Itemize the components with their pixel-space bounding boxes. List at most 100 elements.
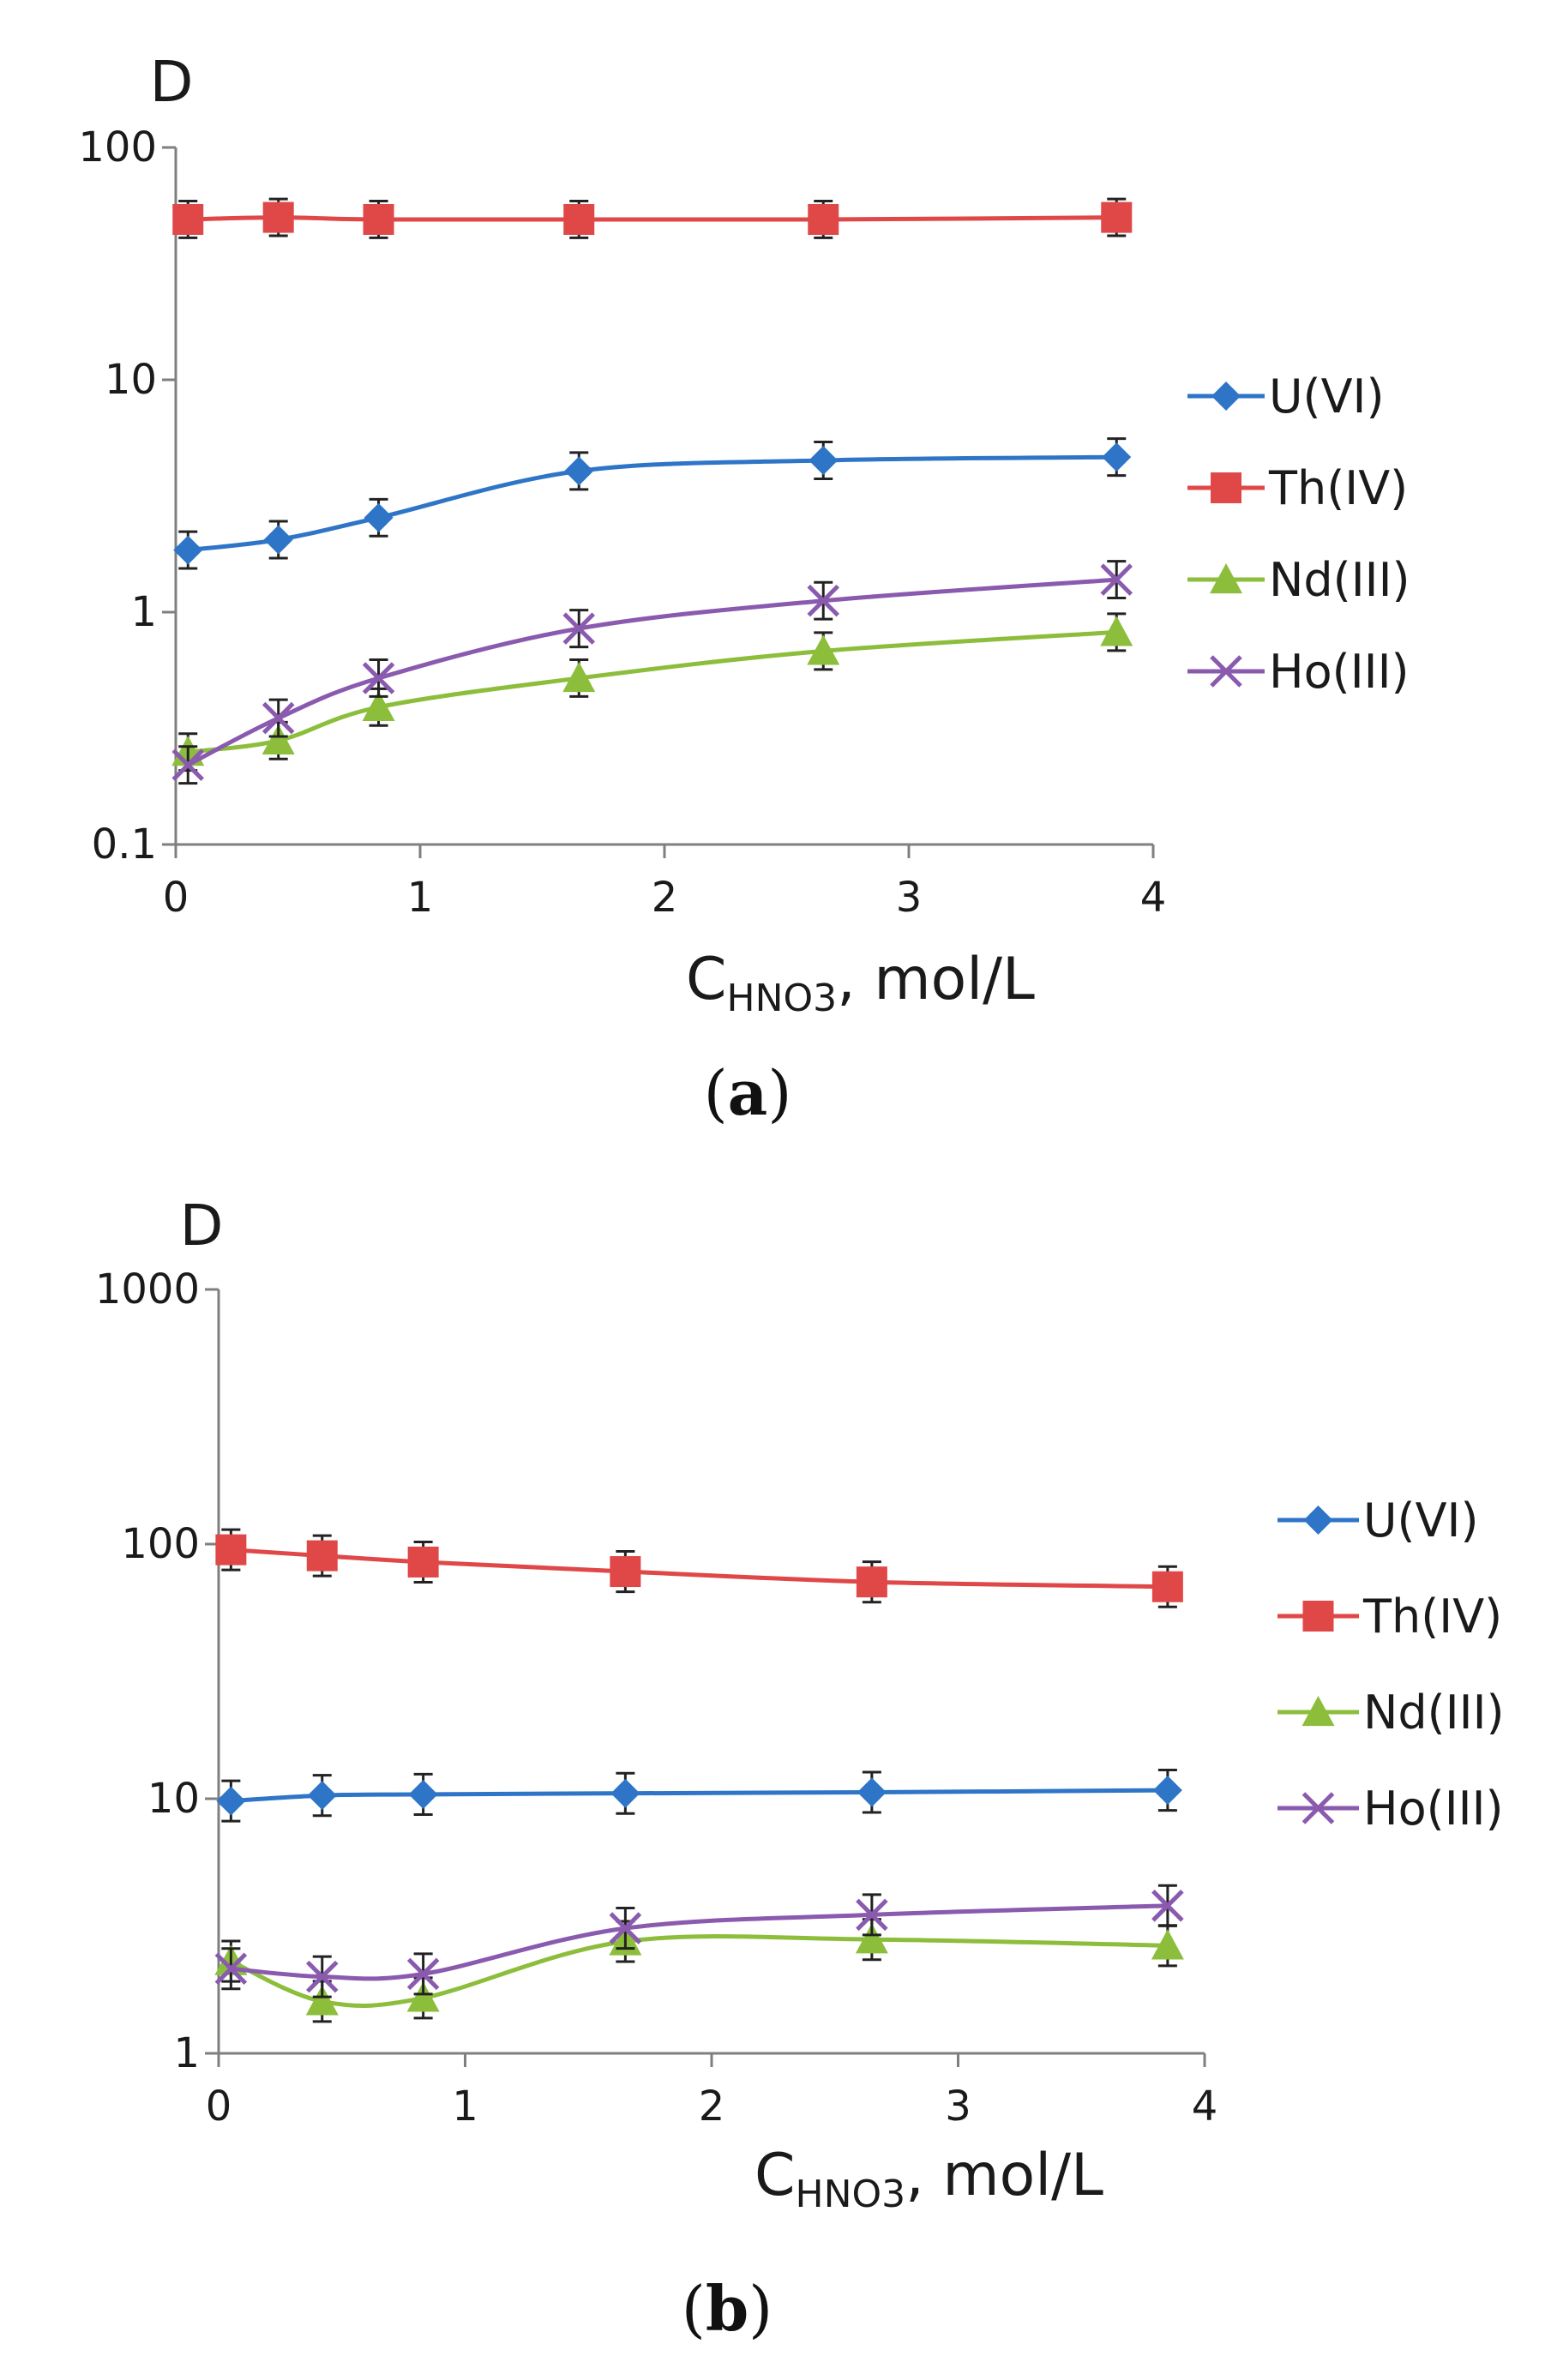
data-point [305,1960,339,1993]
legend-marker [1302,1601,1334,1632]
y-tick-label: 1 [130,588,157,636]
panel-label: (a) [704,1056,792,1129]
x-tick-label: 1 [407,874,434,922]
x-axis-label: CHNO3, mol/L [686,946,1035,1020]
x-tick-label: 1 [452,2082,478,2131]
series-hoiii [214,1884,1184,1998]
legend-marker [1210,563,1242,594]
data-point [262,701,295,735]
data-point [1100,563,1133,596]
x-tick-label: 0 [206,2082,232,2131]
series-ndiii [171,612,1133,772]
legend-label: Nd(III) [1363,1686,1505,1740]
legend-label: Nd(III) [1269,553,1410,607]
data-point [1151,1571,1183,1602]
series-line [187,454,1117,553]
data-point [1101,201,1133,233]
data-point [172,203,204,235]
data-point [1100,616,1133,646]
series-line [231,1788,1168,1804]
series-ndiii [214,1918,1184,2023]
x-tick-label: 2 [652,874,678,922]
series-uvi [173,437,1132,570]
data-point [406,1981,440,2012]
data-point [406,1957,440,1991]
legend-label: Ho(III) [1269,645,1410,699]
data-point [855,1923,888,1954]
data-point [857,1777,887,1807]
x-axis-label-main: C [754,2142,795,2209]
legend-label: Ho(III) [1363,1782,1504,1836]
data-point [610,1556,641,1588]
y-tick-label: 0.1 [92,820,157,868]
series-uvi [216,1769,1182,1823]
data-point [562,612,596,645]
legend-marker [1303,1506,1333,1535]
panel-label-close: ) [748,2273,772,2345]
data-point [305,1985,339,2016]
data-point [307,1781,337,1811]
legend-marker [1302,1696,1335,1727]
x-tick-label: 3 [945,2082,971,2131]
panel-label-close: ) [767,1057,791,1129]
x-tick-label: 3 [896,874,923,922]
y-axis-label: D [180,1193,224,1259]
panel-label-open: ( [704,1057,728,1129]
data-point [609,1912,642,1944]
data-point [808,203,839,235]
chart-panel-a: 0.1 1 10 100 0 1 2 3 4 D CHNO3, mol/L U(VI) Th(IV) Nd… [78,49,1410,1129]
data-point [306,1540,338,1572]
x-axis-label-subscript: HNO3 [795,2173,905,2216]
y-tick-label: 1000 [95,1265,200,1313]
y-tick-label: 10 [147,1775,200,1823]
panel-label: (b) [682,2272,773,2345]
y-axis-label: D [150,49,194,115]
data-point [262,724,295,754]
legend-label: U(VI) [1269,370,1385,424]
data-point [856,1898,888,1932]
x-tick-label: 4 [1192,2082,1218,2131]
data-point [363,203,394,235]
x-axis-label-units: , mol/L [905,2142,1103,2209]
data-point [173,535,203,565]
y-tick-label: 100 [121,1520,200,1568]
data-point [362,662,395,694]
x-axis-label: CHNO3, mol/L [754,2142,1103,2216]
y-tick-label: 10 [105,356,157,404]
data-point [171,748,205,781]
legend-marker [1210,655,1242,688]
series-line [231,1548,1168,1590]
data-point [610,1778,640,1808]
data-point [856,1566,887,1598]
data-point [262,201,294,233]
data-point [807,584,840,617]
series-thiv [172,197,1133,239]
legend-label: Th(IV) [1268,461,1408,515]
x-tick-label: 4 [1140,874,1167,922]
y-tick-label: 1 [173,2029,200,2077]
data-point [564,456,594,486]
data-point [214,1952,248,1986]
legend-label: U(VI) [1363,1494,1479,1548]
legend-marker [1302,1792,1335,1824]
data-point [407,1546,439,1578]
legend-label: Th(IV) [1362,1590,1502,1644]
data-point [563,203,595,235]
panel-label-letter: b [706,2272,748,2345]
panel-label-open: ( [682,2273,706,2345]
x-axis-label-subscript: HNO3 [726,977,837,1020]
data-point [1151,1890,1184,1922]
data-point [807,634,840,665]
series-line [188,215,1117,222]
series-hoiii [171,560,1133,785]
legend-marker [1211,472,1241,503]
x-tick-label: 2 [699,2082,725,2131]
data-point [562,661,596,693]
data-point [364,502,394,532]
data-point [362,690,395,721]
data-point [1152,1776,1182,1806]
data-point [1102,442,1132,472]
y-tick-label: 100 [78,123,157,171]
